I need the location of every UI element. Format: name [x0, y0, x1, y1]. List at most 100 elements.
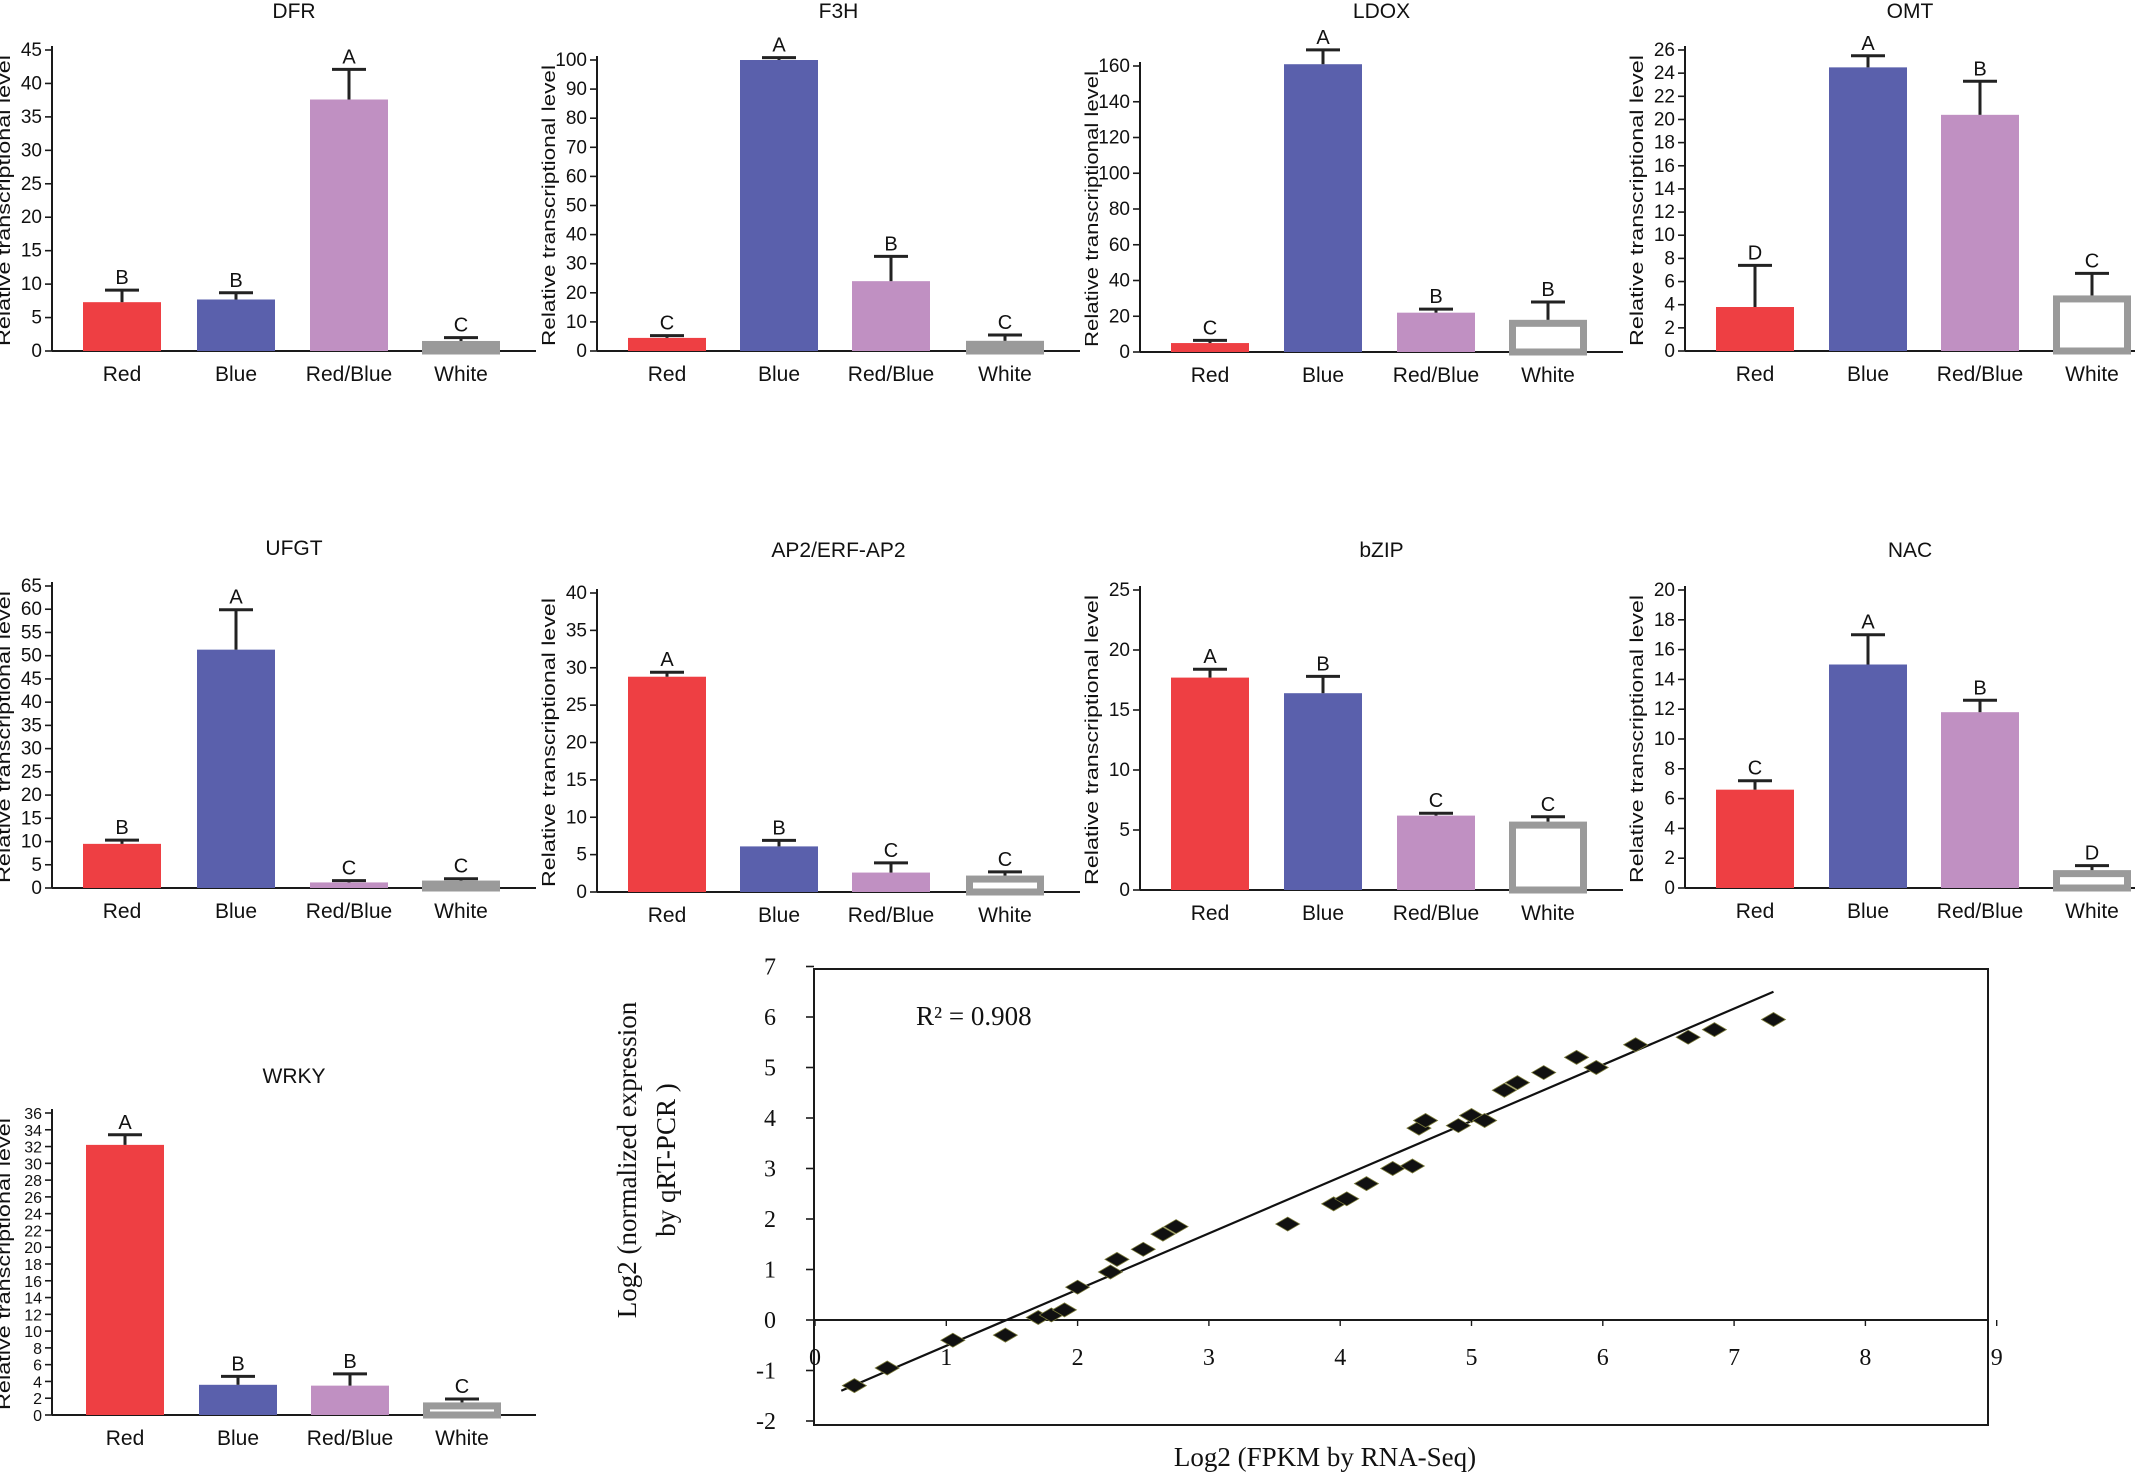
chart-title: LDOX: [1353, 0, 1410, 23]
significance-letter: C: [2085, 250, 2099, 272]
y-tick-label: 8: [1664, 248, 1675, 269]
significance-letter: C: [455, 1376, 469, 1398]
bar-red-blue: [1941, 114, 2019, 351]
significance-letter: A: [772, 35, 786, 57]
y-axis-label: Relative transcriptional level: [1627, 595, 1647, 883]
y-tick-label: 80: [1109, 199, 1130, 220]
y-tick-label: 30: [566, 254, 587, 275]
y-tick-label: 24: [24, 1207, 42, 1224]
category-label: Red: [648, 363, 687, 386]
scatter-point: [940, 1332, 966, 1348]
y-tick-label: 6: [1664, 272, 1675, 293]
y-tick-label: 18: [24, 1257, 42, 1274]
y-tick-label: 18: [1654, 610, 1675, 631]
category-label: Blue: [1302, 364, 1344, 387]
chart-title: WRKY: [263, 1065, 326, 1088]
significance-letter: B: [1973, 677, 1986, 699]
y-tick-label: 34: [24, 1123, 42, 1140]
significance-letter: C: [1541, 794, 1555, 816]
significance-letter: B: [1973, 58, 1986, 80]
y-tick-label: 25: [1109, 580, 1130, 601]
significance-letter: D: [1748, 242, 1762, 264]
category-label: Red/Blue: [306, 900, 392, 923]
r-squared-annotation: R² = 0.908: [916, 1001, 1032, 1031]
y-tick-label: 5: [31, 855, 42, 876]
significance-letter: C: [660, 313, 674, 335]
y-tick-label: 4: [1664, 295, 1675, 316]
scatter-point: [1471, 1113, 1498, 1128]
y-tick-label: 60: [1109, 235, 1130, 256]
y-tick-label: 0: [31, 878, 42, 899]
y-tick-label: 120: [1098, 128, 1130, 149]
scatter-x-tick-label: 4: [1334, 1345, 1346, 1371]
y-tick-label: 35: [566, 620, 587, 641]
category-label: White: [434, 900, 488, 923]
y-tick-label: 0: [576, 341, 587, 362]
bar-red: [1171, 677, 1249, 890]
y-tick-label: 24: [1654, 63, 1676, 84]
scatter-point: [841, 1378, 868, 1394]
significance-letter: B: [1541, 279, 1554, 301]
scatter-y-tick-label: 7: [764, 955, 776, 981]
scatter-point: [1622, 1037, 1649, 1053]
y-tick-label: 32: [24, 1140, 42, 1157]
y-tick-label: 35: [21, 107, 42, 128]
chart-title: UFGT: [265, 537, 322, 560]
y-tick-label: 0: [31, 341, 42, 362]
significance-letter: B: [772, 817, 785, 839]
scatter-point: [1675, 1029, 1701, 1045]
category-label: Blue: [1847, 900, 1889, 923]
scatter-x-tick-label: 5: [1466, 1345, 1478, 1371]
significance-letter: C: [1429, 790, 1443, 812]
bar-red: [1171, 343, 1249, 352]
significance-letter: D: [2085, 843, 2099, 865]
category-label: White: [435, 1427, 489, 1450]
significance-letter: B: [1429, 286, 1442, 308]
category-label: Blue: [758, 363, 800, 386]
significance-letter: C: [1748, 758, 1762, 780]
scatter-point: [1530, 1065, 1557, 1081]
scatter-y-label-line1: Log2 (normalized expression: [612, 1001, 642, 1318]
y-tick-label: 50: [21, 646, 42, 667]
y-tick-label: 10: [566, 807, 587, 828]
scatter-point: [1097, 1264, 1124, 1280]
y-axis-label: Relative transcriptional level: [0, 591, 14, 883]
scatter-frame: [813, 968, 1989, 1426]
scatter-point: [1504, 1075, 1531, 1091]
significance-letter: A: [342, 46, 356, 68]
bar-red-blue: [1397, 815, 1475, 890]
chart-panel-ap2-erf-ap2: AP2/ERF-AP2 Relative transcriptional leve…: [539, 539, 1080, 927]
y-axis-label: Relative transcriptional level: [1082, 71, 1102, 347]
y-tick-label: 15: [1109, 700, 1130, 721]
significance-letter: A: [229, 587, 243, 609]
bar-white: [1509, 821, 1587, 894]
y-tick-label: 15: [566, 770, 587, 791]
y-tick-label: 22: [24, 1223, 42, 1240]
category-label: Blue: [215, 900, 257, 923]
y-tick-label: 30: [24, 1156, 42, 1173]
y-tick-label: 45: [21, 40, 42, 61]
category-label: White: [1521, 364, 1575, 387]
bar-red: [83, 843, 161, 888]
bar-red: [1716, 307, 1794, 351]
bar-red-blue: [311, 1385, 389, 1415]
category-label: Red/Blue: [307, 1427, 393, 1450]
chart-title: bZIP: [1359, 539, 1403, 562]
scatter-y-tick-label: 2: [764, 1207, 776, 1233]
scatter-y-label-line2: by qRT-PCR ): [651, 1083, 681, 1236]
y-tick-label: 40: [21, 73, 42, 94]
y-tick-label: 30: [21, 739, 42, 760]
y-tick-label: 20: [566, 283, 587, 304]
y-axis-label: Relative transcriptional level: [0, 1118, 14, 1410]
significance-letter: B: [229, 270, 242, 292]
bar-blue: [1829, 67, 1907, 351]
y-tick-label: 10: [566, 312, 587, 333]
scatter-point: [1399, 1158, 1426, 1174]
chart-panel-bzip: bZIP Relative transcriptional level 0 5 10 15…: [1082, 539, 1623, 925]
bar-red-blue: [1941, 712, 2019, 888]
bar-red-blue: [852, 872, 930, 892]
y-tick-label: 20: [24, 1240, 42, 1257]
scatter-point: [1163, 1219, 1189, 1235]
y-axis-label: Relative transcriptional level: [1627, 55, 1647, 346]
category-label: Red/Blue: [848, 904, 934, 927]
